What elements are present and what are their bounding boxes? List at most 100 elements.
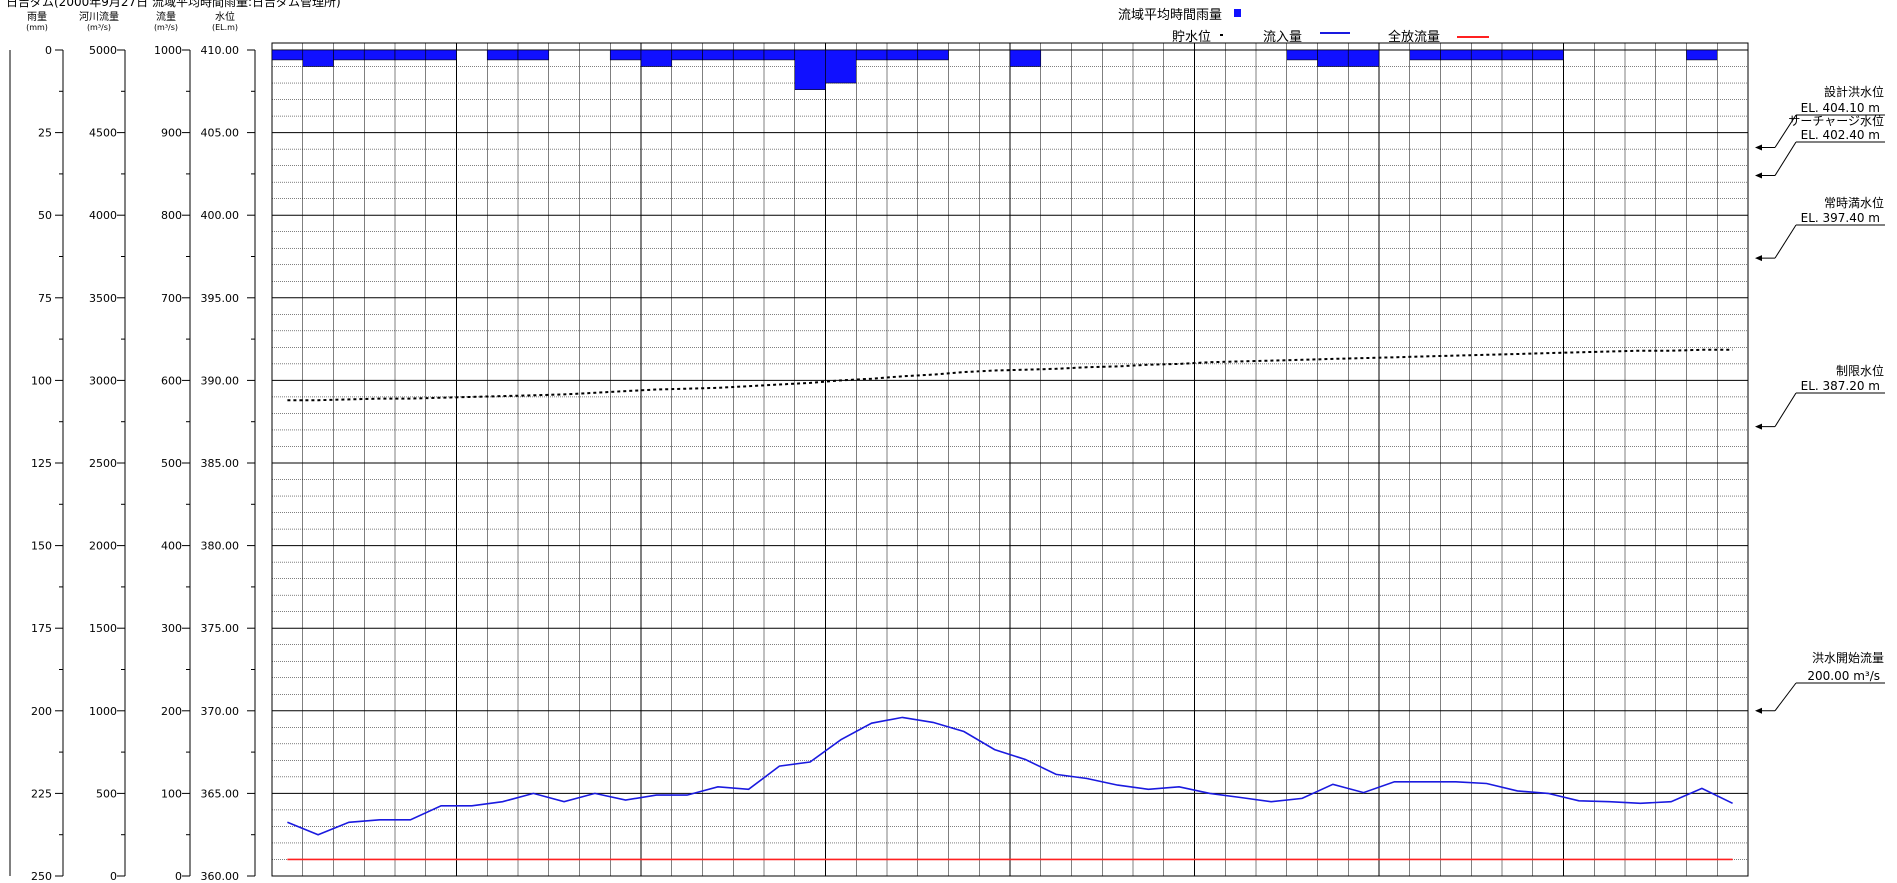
annotation-arrowhead	[1755, 172, 1762, 179]
series-lines	[287, 348, 1733, 861]
axis-rain-tick-label: 25	[38, 127, 52, 140]
plot-grid	[271, 42, 1749, 877]
legend-rainfall-label: 流域平均時間雨量	[1118, 8, 1222, 23]
annotation-leader	[1774, 682, 1797, 712]
axis-rain-tick-label: 0	[45, 44, 52, 57]
rainfall-bar	[486, 49, 519, 61]
axis-rain-header: 雨量 (mm)	[26, 11, 48, 32]
axis-level-tick-label: 375.00	[201, 622, 240, 635]
annotation-arrowhead	[1755, 423, 1762, 430]
rainfall-bar	[794, 49, 826, 90]
axis-river-tick-label: 500	[96, 787, 117, 800]
axis-flow-tick-label: 600	[161, 374, 182, 387]
axis-level-tick-label: 360.00	[201, 870, 240, 883]
axis-level-tick-label: 380.00	[201, 540, 240, 553]
axis-level-tick-label: 370.00	[201, 705, 240, 718]
annotation-title: 設計洪水位	[1824, 84, 1884, 99]
annotation-value: EL. 397.40 m	[1801, 211, 1880, 225]
legend: 流域平均時間雨量 貯水位 流入量 全放流量	[1118, 8, 1489, 45]
rainfall-bar	[917, 49, 949, 61]
annotation-arrowhead	[1755, 144, 1762, 151]
annotation-title: 常時満水位	[1824, 195, 1884, 210]
axis-flow-tick-label: 400	[161, 540, 182, 553]
axis-level-tick-label: 400.00	[201, 209, 240, 222]
axis-rain-tick-label: 200	[31, 705, 52, 718]
rainfall-bar	[1532, 49, 1564, 61]
axis-level-label: 水位	[215, 10, 235, 23]
rainfall-bar	[825, 49, 857, 84]
annotation-leader	[1774, 141, 1797, 176]
rainfall-bar	[302, 49, 334, 67]
rainfall-bar	[363, 49, 396, 61]
axis-flow-tick-label: 800	[161, 209, 182, 222]
axis-rain-tick-label: 250	[31, 870, 52, 883]
legend-rainfall-swatch	[1234, 9, 1241, 17]
axis-river-tick-label: 0	[110, 870, 117, 883]
axis-level-tick-label: 365.00	[201, 787, 240, 800]
axis-level-tick-label: 405.00	[201, 127, 240, 140]
annotation-value: EL. 404.10 m	[1801, 101, 1880, 115]
storage-level-line	[287, 348, 1733, 402]
axis-rain-label: 雨量	[27, 11, 47, 23]
rainfall-bar	[1686, 49, 1718, 61]
axis-river-tick-label: 4000	[89, 209, 117, 222]
axis-level-tick-label: 385.00	[201, 457, 240, 470]
axis-river-tick-label: 1500	[89, 622, 117, 635]
rainfall-bar	[1009, 49, 1042, 67]
axis-level-unit: (EL.m)	[212, 23, 238, 32]
annotation-title: サーチャージ水位	[1788, 113, 1884, 128]
axis-rain-tick-label: 75	[38, 292, 52, 305]
legend-storage-label: 貯水位	[1172, 30, 1211, 45]
annotation-value: EL. 402.40 m	[1801, 128, 1880, 142]
axis-level-tick-label: 390.00	[201, 374, 240, 387]
annotation-value: EL. 387.20 m	[1801, 379, 1880, 393]
rainfall-bar	[886, 49, 919, 61]
rainfall-bar	[425, 49, 457, 61]
rainfall-bar	[1501, 49, 1534, 61]
legend-inflow-label: 流入量	[1263, 30, 1302, 45]
rainfall-bar	[702, 49, 734, 61]
axis-rain-tick-label: 125	[31, 457, 52, 470]
rainfall-bar	[517, 49, 550, 61]
axis-flow-tick-label: 900	[161, 127, 182, 140]
axis-level-tick-label: 410.00	[201, 44, 240, 57]
rainfall-bar	[333, 49, 365, 61]
rainfall-bar	[1440, 49, 1472, 61]
annotation-value: 200.00 m³/s	[1807, 669, 1880, 683]
axis-river-tick-label: 4500	[89, 127, 117, 140]
rainfall-bar	[763, 49, 796, 61]
rainfall-bar	[855, 49, 888, 61]
rainfall-bar	[1286, 49, 1318, 61]
axis-level-tick-label: 395.00	[201, 292, 240, 305]
legend-full-release-label: 全放流量	[1388, 29, 1440, 45]
axis-flow-tick-label: 500	[161, 457, 182, 470]
inflow-line	[287, 716, 1733, 836]
y-axes: 0255075100125150175200225250500045004000…	[9, 44, 256, 883]
axis-flow-tick-label: 0	[175, 870, 182, 883]
axis-flow-label: 流量	[156, 10, 176, 23]
axis-flow-unit: (m³/s)	[154, 23, 178, 32]
axis-rain-tick-label: 100	[31, 374, 52, 387]
axis-river-unit: (m³/s)	[87, 23, 111, 32]
header-text: 日吉ダム(2000年9月27日 流域平均時間雨量:日吉ダム管理所)	[6, 0, 341, 9]
axis-river-tick-label: 3000	[89, 374, 117, 387]
axis-flow-tick-label: 300	[161, 622, 182, 635]
axis-rain-unit: (mm)	[26, 23, 48, 32]
annotation-leader	[1774, 224, 1797, 259]
axis-flow-tick-label: 700	[161, 292, 182, 305]
annotation-leader	[1774, 392, 1797, 427]
rainfall-bar	[732, 49, 765, 61]
rainfall-bar	[271, 49, 304, 61]
axis-river-header: 河川流量 (m³/s)	[79, 10, 119, 32]
axis-river-tick-label: 3500	[89, 292, 117, 305]
rainfall-bar	[1317, 49, 1349, 67]
axis-river-tick-label: 2000	[89, 540, 117, 553]
axis-river-tick-label: 5000	[89, 44, 117, 57]
axis-level-header: 水位 (EL.m)	[212, 10, 238, 32]
rainfall-bar	[609, 49, 642, 61]
axis-flow-tick-label: 200	[161, 705, 182, 718]
axis-flow-tick-label: 1000	[154, 44, 182, 57]
annotation-arrowhead	[1755, 255, 1762, 262]
